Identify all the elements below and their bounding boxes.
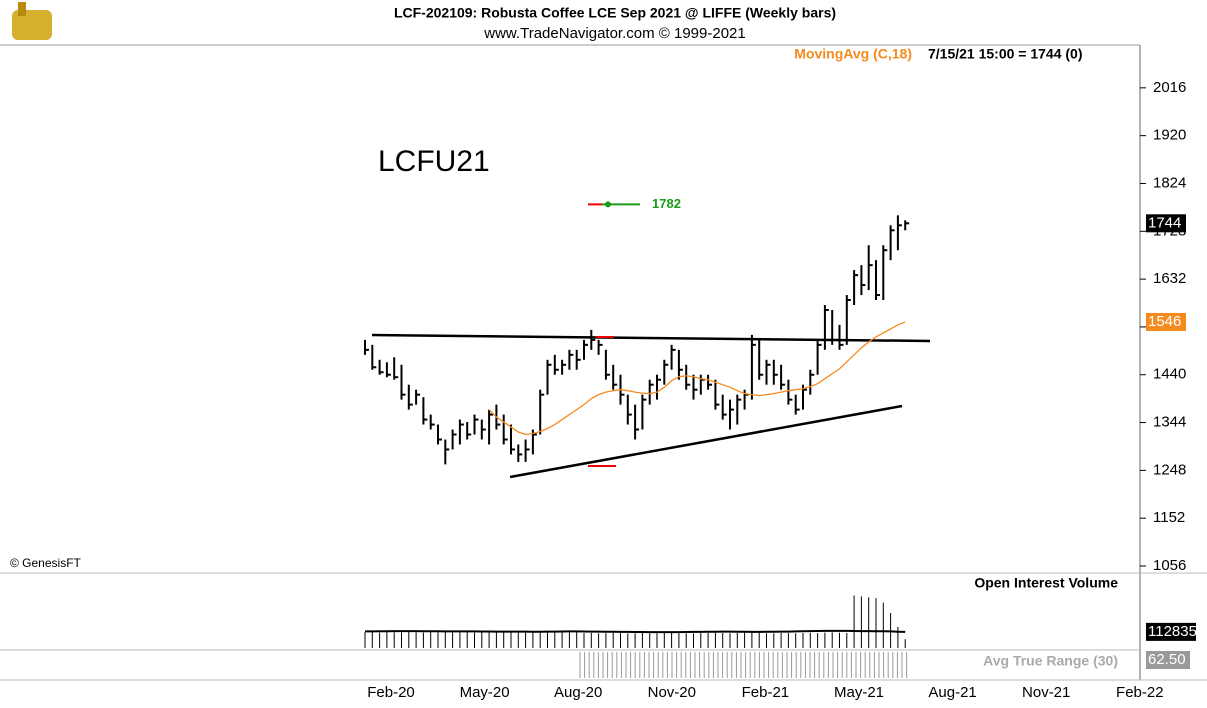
y-tick-label: 2016 (1153, 79, 1186, 96)
moving-average (488, 321, 906, 436)
atr-value: 62.50 (1148, 651, 1186, 668)
open-interest (364, 629, 906, 634)
y-tick-label: 1056 (1153, 557, 1186, 574)
copyright: © GenesisFT (10, 556, 82, 570)
symbol-label: LCFU21 (378, 145, 490, 178)
x-tick-label: Feb-20 (367, 684, 415, 701)
x-tick-label: Feb-21 (742, 684, 790, 701)
atr-label: Avg True Range (30) (983, 653, 1118, 669)
y-tick-label: 1152 (1153, 509, 1185, 526)
y-tick-label: 1920 (1153, 127, 1186, 144)
chart-subtitle: www.TradeNavigator.com © 1999-2021 (483, 25, 745, 42)
ma-value-box (1146, 312, 1186, 331)
atr-box (1146, 651, 1190, 669)
last-price-label: 1744 (1148, 214, 1181, 231)
x-tick-label: Aug-20 (554, 684, 602, 701)
x-tick-label: Nov-20 (648, 684, 696, 701)
last-price-box (1146, 214, 1186, 233)
annotation-dot (605, 201, 611, 208)
y-tick-label: 1632 (1153, 270, 1186, 287)
lower-title: Open Interest Volume (974, 575, 1118, 591)
y-tick-label: 1824 (1153, 174, 1186, 191)
resistance-line (371, 333, 931, 343)
support-line (509, 404, 903, 479)
oi-label: 112835 (1148, 623, 1197, 640)
chart-title: LCF-202109: Robusta Coffee LCE Sep 2021 … (394, 5, 836, 21)
annotation-label: 1782 (652, 196, 681, 211)
x-tick-label: Feb-22 (1116, 684, 1164, 701)
y-tick-label: 1344 (1153, 414, 1186, 431)
x-tick-label: May-20 (460, 684, 510, 701)
x-tick-label: Aug-21 (928, 684, 976, 701)
oi-box (1146, 622, 1196, 641)
y-tick-label: 1248 (1153, 461, 1186, 478)
x-tick-label: May-21 (834, 684, 884, 701)
ma-value-label: 1546 (1148, 313, 1181, 330)
readout: 7/15/21 15:00 = 1744 (0) (928, 46, 1083, 62)
y-tick-label: 1440 (1153, 366, 1186, 383)
logo (12, 2, 52, 40)
x-tick-label: Nov-21 (1022, 684, 1070, 701)
ma-legend: MovingAvg (C,18) (794, 46, 912, 62)
